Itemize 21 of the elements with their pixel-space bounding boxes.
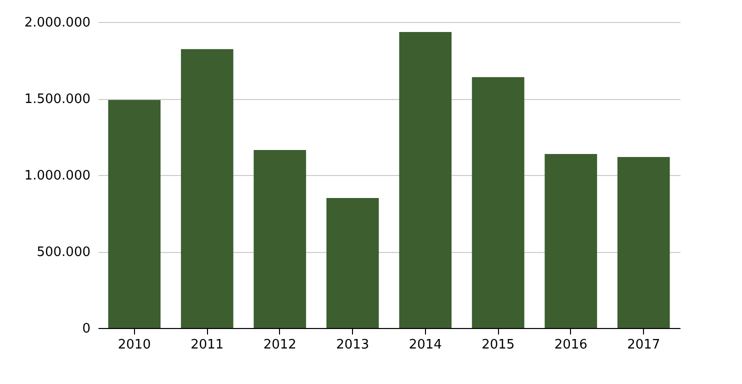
- x-tick-label: 2015: [482, 338, 515, 352]
- bar: [472, 77, 524, 328]
- bar: [254, 150, 306, 328]
- x-tick-label: 2014: [408, 338, 442, 352]
- bar: [180, 49, 234, 328]
- x-tick-label: 2016: [554, 338, 588, 352]
- x-tick-label: 2012: [263, 338, 296, 352]
- bar: [617, 156, 670, 328]
- x-tick-label: 2011: [190, 338, 224, 352]
- bar: [544, 154, 598, 328]
- y-tick-label: 1.500.000: [24, 92, 90, 107]
- y-tick-label: 1.000.000: [24, 168, 90, 184]
- y-tick-label: 2.000.000: [24, 16, 90, 30]
- x-tick-label: 2017: [627, 338, 660, 352]
- bar: [108, 100, 161, 328]
- x-tick-label: 2010: [118, 338, 151, 352]
- y-tick-label: 500.000: [36, 245, 90, 260]
- y-tick-label: 0: [82, 322, 90, 336]
- bar: [399, 32, 452, 328]
- bar: [326, 198, 379, 328]
- x-tick-label: 2013: [336, 338, 370, 352]
